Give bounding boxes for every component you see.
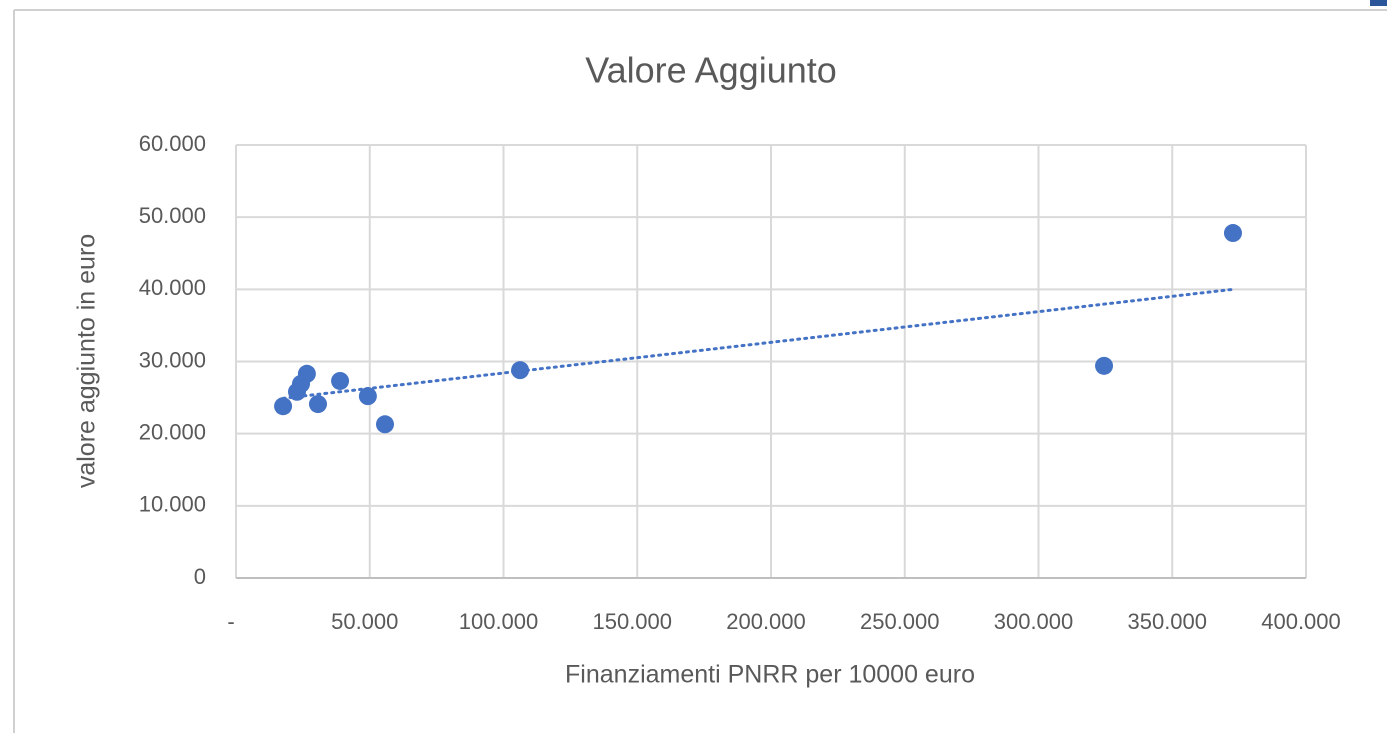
y-tick-label: 60.000 [139,131,206,156]
x-tick-label: 350.000 [1127,609,1207,634]
x-tick-label: 400.000 [1261,609,1341,634]
y-tick-label: 30.000 [139,347,206,372]
chart-title: Valore Aggiunto [585,50,837,91]
y-tick-label: 10.000 [139,492,206,517]
trendline [281,287,1235,400]
y-tick-label: 0 [194,564,206,589]
point [1095,356,1114,375]
point [1223,224,1242,243]
point [511,361,530,380]
x-tick-label: 200.000 [726,609,806,634]
point [297,364,316,383]
x-tick-label: 150.000 [592,609,672,634]
x-axis-label: Finanziamenti PNRR per 10000 euro [565,661,975,689]
x-tick-label: 250.000 [860,609,940,634]
y-tick-label: 40.000 [139,275,206,300]
x-tick-label: - [227,609,234,634]
point [308,395,327,414]
x-tick-label: 100.000 [459,609,539,634]
point [274,397,293,416]
y-tick-label: 20.000 [139,419,206,444]
corner-tab [1370,0,1387,6]
y-axis-label: valore aggiunto in euro [73,234,101,488]
y-tick-label: 50.000 [139,203,206,228]
point [375,415,394,434]
x-tick-label: 300.000 [994,609,1074,634]
x-tick-label: 50.000 [331,609,398,634]
point [331,371,350,390]
point [358,387,377,406]
